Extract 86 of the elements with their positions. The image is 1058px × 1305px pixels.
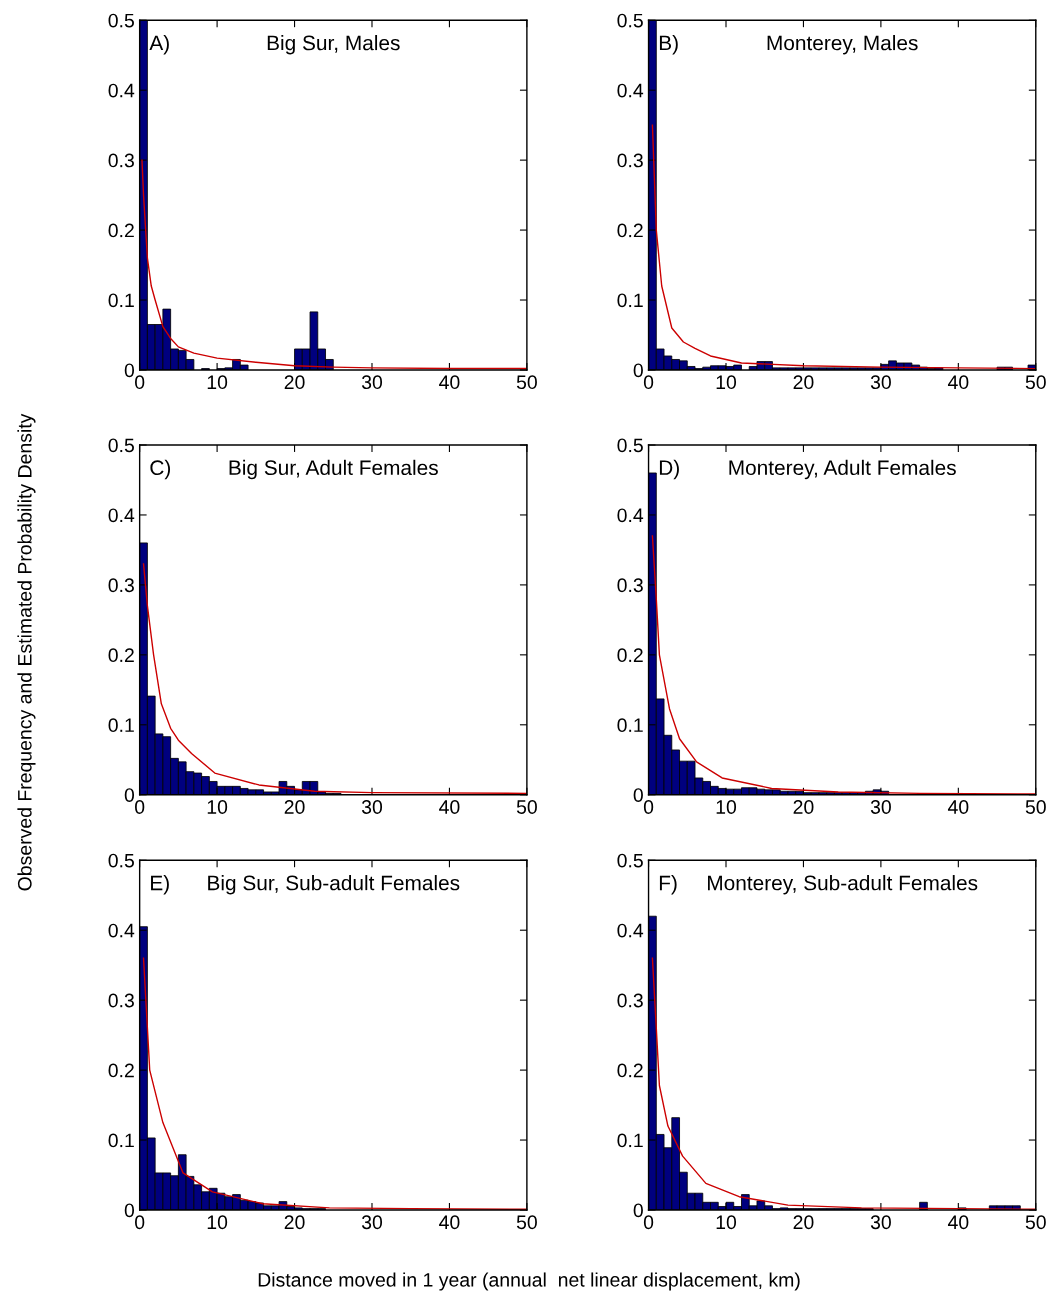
x-tick-label: 40 bbox=[947, 1215, 969, 1230]
x-tick-label: 40 bbox=[947, 800, 969, 814]
y-tick-label: 0.5 bbox=[617, 438, 643, 453]
y-tick-label: 0.5 bbox=[108, 438, 134, 453]
y-tick-label: 0 bbox=[124, 363, 135, 378]
y-tick-label: 0.3 bbox=[617, 993, 643, 1008]
x-tick-label: 40 bbox=[439, 800, 460, 814]
x-tick-label: 50 bbox=[1025, 375, 1046, 390]
y-tick-label: 0.3 bbox=[108, 993, 134, 1008]
x-tick-label: 20 bbox=[793, 1215, 814, 1230]
text: Monterey, Sub-adult Females bbox=[708, 875, 978, 895]
y-tick-label: 0.2 bbox=[108, 648, 134, 663]
x-tick-label: 10 bbox=[716, 1215, 737, 1230]
x-tick-label: 20 bbox=[284, 1215, 305, 1230]
x-tick-label: 10 bbox=[207, 800, 228, 814]
x-tick-label: 30 bbox=[870, 1215, 891, 1230]
x-tick-label: 30 bbox=[361, 1215, 383, 1230]
y-tick-label: 0.1 bbox=[617, 1133, 643, 1148]
text: Monterey, Males bbox=[767, 35, 918, 55]
x-tick-label: 0 bbox=[643, 800, 654, 814]
y-tick-label: 0.1 bbox=[108, 1133, 134, 1148]
x-tick-label: 10 bbox=[716, 375, 737, 390]
x-tick-label: 0 bbox=[135, 1215, 145, 1230]
x-tick-label: 20 bbox=[284, 375, 305, 390]
x-tick-label: 50 bbox=[516, 375, 537, 390]
y-tick-label: 0.2 bbox=[108, 223, 134, 238]
y-tick-label: 0.1 bbox=[108, 718, 134, 733]
x-tick-label: 40 bbox=[947, 375, 969, 390]
y-tick-label: 0.3 bbox=[617, 153, 643, 168]
x-tick-label: 20 bbox=[793, 375, 814, 390]
x-tick-label: 50 bbox=[1025, 800, 1046, 814]
y-tick-label: 0 bbox=[633, 788, 643, 802]
y-tick-label: 0.4 bbox=[108, 923, 135, 938]
x-tick-label: 50 bbox=[516, 1215, 537, 1230]
y-tick-label: 0.5 bbox=[617, 853, 643, 868]
y-axis-title: Observed Frequency and Estimated Probability Density bbox=[17, 413, 36, 891]
x-tick-label: 0 bbox=[643, 375, 654, 390]
x-tick-label: 40 bbox=[439, 1215, 460, 1230]
y-tick-label: 0.2 bbox=[617, 648, 643, 663]
x-tick-label: 20 bbox=[793, 800, 814, 814]
y-tick-label: 0.4 bbox=[617, 923, 644, 938]
annotation: E) bbox=[151, 875, 169, 895]
y-tick-label: 0.3 bbox=[617, 578, 643, 593]
annotation: B) bbox=[659, 35, 678, 55]
y-tick-label: 0.4 bbox=[108, 508, 135, 523]
x-tick-label: 0 bbox=[643, 1215, 654, 1230]
annotation: A) bbox=[149, 35, 169, 55]
y-tick-label: 0.2 bbox=[617, 1063, 643, 1078]
x-tick-label: 0 bbox=[135, 375, 145, 390]
y-tick-label: 0 bbox=[124, 1203, 135, 1218]
y-tick-label: 0.3 bbox=[108, 153, 134, 168]
y-tick-label: 0.5 bbox=[617, 13, 643, 28]
y-tick-label: 0.5 bbox=[108, 853, 134, 868]
y-tick-label: 0 bbox=[633, 1203, 643, 1218]
x-tick-label: 30 bbox=[361, 800, 383, 814]
x-tick-label: 10 bbox=[207, 1215, 228, 1230]
x-tick-label: 30 bbox=[361, 375, 383, 390]
x-tick-label: 20 bbox=[284, 800, 305, 814]
y-tick-label: 0 bbox=[124, 788, 135, 802]
y-tick-label: 0.3 bbox=[108, 578, 134, 593]
y-tick-label: 0.1 bbox=[108, 293, 134, 308]
y-tick-label: 0.2 bbox=[617, 223, 643, 238]
x-tick-label: 10 bbox=[207, 375, 228, 390]
x-tick-label: 0 bbox=[135, 800, 145, 814]
x-tick-label: 30 bbox=[870, 800, 891, 814]
annotation: C) bbox=[150, 459, 171, 480]
text: Big Sur, Males bbox=[267, 35, 400, 55]
y-tick-label: 0.1 bbox=[617, 293, 643, 308]
y-tick-label: 0.4 bbox=[617, 83, 644, 98]
x-tick-label: 10 bbox=[716, 800, 737, 814]
y-tick-label: 0.4 bbox=[108, 83, 135, 98]
y-tick-label: 0.1 bbox=[617, 718, 643, 733]
y-tick-label: 0.4 bbox=[617, 508, 644, 523]
x-tick-label: 40 bbox=[439, 375, 460, 390]
text: Big Sur, Adult Females bbox=[229, 459, 438, 480]
x-tick-label: 50 bbox=[516, 800, 537, 814]
y-tick-label: 0 bbox=[633, 363, 643, 378]
x-tick-label: 50 bbox=[1025, 1215, 1046, 1230]
annotation: D) bbox=[659, 459, 679, 480]
text: Big Sur, Sub-adult Females bbox=[208, 875, 460, 895]
annotation: F) bbox=[659, 875, 677, 895]
y-tick-label: 0.2 bbox=[108, 1063, 134, 1078]
x-tick-label: 30 bbox=[870, 375, 891, 390]
text: Monterey, Adult Females bbox=[729, 459, 956, 480]
x-axis-title: Distance moved in 1 year (annual net linear displacement, km) bbox=[258, 1272, 800, 1291]
y-tick-label: 0.5 bbox=[108, 13, 134, 28]
